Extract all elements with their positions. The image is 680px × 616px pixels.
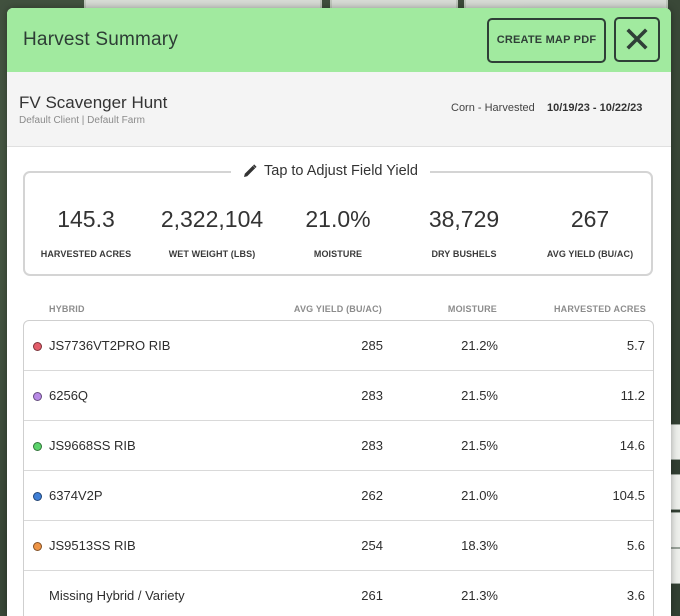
acres-value: 5.6 bbox=[626, 538, 645, 553]
stat-moisture: 21.0% MOISTURE bbox=[273, 204, 403, 259]
column-header-harvested-acres: HARVESTED ACRES bbox=[553, 304, 646, 314]
hybrid-name: 6256Q bbox=[49, 388, 89, 403]
date-range: 10/19/23 - 10/22/23 bbox=[547, 102, 643, 114]
stat-value: 21.0% bbox=[305, 206, 371, 232]
close-icon bbox=[626, 28, 648, 50]
stat-label: HARVESTED ACRES bbox=[40, 249, 132, 259]
stat-dry-bushels: 38,729 DRY BUSHELS bbox=[399, 204, 529, 259]
table-row[interactable]: JS7736VT2PRO RIB 285 21.2% 5.7 bbox=[24, 321, 653, 371]
hybrid-color-dot bbox=[33, 342, 42, 351]
stat-value: 2,322,104 bbox=[160, 206, 264, 232]
stat-value: 38,729 bbox=[428, 206, 500, 232]
acres-value: 11.2 bbox=[620, 388, 645, 403]
adjust-field-yield-label: Tap to Adjust Field Yield bbox=[264, 163, 418, 179]
hybrid-name: JS9513SS RIB bbox=[49, 538, 136, 553]
hybrid-color-dot bbox=[33, 442, 42, 451]
close-button[interactable] bbox=[614, 17, 660, 62]
stat-label: DRY BUSHELS bbox=[431, 249, 497, 259]
table-row[interactable]: 6374V2P 262 21.0% 104.5 bbox=[24, 471, 653, 521]
column-header-avg-yield: AVG YIELD (BU/AC) bbox=[293, 304, 382, 314]
avg-yield-value: 283 bbox=[361, 388, 383, 403]
moisture-value: 21.3% bbox=[461, 588, 498, 603]
acres-value: 3.6 bbox=[626, 588, 645, 603]
crop-status: Corn - Harvested bbox=[451, 102, 535, 114]
moisture-value: 21.5% bbox=[461, 438, 498, 453]
avg-yield-value: 254 bbox=[361, 538, 383, 553]
avg-yield-value: 283 bbox=[361, 438, 383, 453]
moisture-value: 21.5% bbox=[461, 388, 498, 403]
hybrid-name: 6374V2P bbox=[49, 488, 103, 503]
table-row[interactable]: JS9668SS RIB 283 21.5% 14.6 bbox=[24, 421, 653, 471]
hybrid-color-dot bbox=[33, 492, 42, 501]
column-header-moisture: MOISTURE bbox=[447, 304, 497, 314]
acres-value: 104.5 bbox=[612, 488, 645, 503]
acres-value: 5.7 bbox=[626, 338, 645, 353]
pencil-icon bbox=[244, 164, 257, 177]
harvest-summary-modal: Harvest Summary CREATE MAP PDF FV Scaven… bbox=[7, 8, 671, 616]
table-row[interactable]: JS9513SS RIB 254 18.3% 5.6 bbox=[24, 521, 653, 571]
hybrid-name: Missing Hybrid / Variety bbox=[49, 588, 185, 603]
acres-value: 14.6 bbox=[619, 438, 645, 453]
create-map-pdf-button[interactable]: CREATE MAP PDF bbox=[487, 18, 606, 63]
modal-title: Harvest Summary bbox=[23, 29, 179, 50]
stat-wet-weight: 2,322,104 WET WEIGHT (LBS) bbox=[147, 204, 277, 259]
field-info-bar: FV Scavenger Hunt Default Client | Defau… bbox=[7, 72, 671, 147]
stat-harvested-acres: 145.3 HARVESTED ACRES bbox=[21, 204, 151, 259]
table-row[interactable]: 6256Q 283 21.5% 11.2 bbox=[24, 371, 653, 421]
stat-avg-yield: 267 AVG YIELD (BU/AC) bbox=[525, 204, 655, 259]
moisture-value: 18.3% bbox=[461, 538, 498, 553]
hybrid-name: JS7736VT2PRO RIB bbox=[49, 338, 171, 353]
hybrid-table: JS7736VT2PRO RIB 285 21.2% 5.7 6256Q 283… bbox=[23, 320, 654, 616]
modal-header: Harvest Summary CREATE MAP PDF bbox=[7, 8, 671, 72]
avg-yield-value: 261 bbox=[361, 588, 383, 603]
stat-label: MOISTURE bbox=[313, 249, 363, 259]
stat-value: 267 bbox=[570, 206, 610, 232]
hybrid-color-dot bbox=[33, 392, 42, 401]
stat-value: 145.3 bbox=[57, 206, 115, 232]
adjust-field-yield-button[interactable]: Tap to Adjust Field Yield bbox=[231, 160, 430, 182]
hybrid-name: JS9668SS RIB bbox=[49, 438, 136, 453]
column-header-hybrid: HYBRID bbox=[49, 304, 85, 314]
client-farm-label: Default Client | Default Farm bbox=[19, 115, 145, 126]
hybrid-color-dot bbox=[33, 542, 42, 551]
moisture-value: 21.0% bbox=[461, 488, 498, 503]
field-name: FV Scavenger Hunt bbox=[19, 93, 168, 112]
moisture-value: 21.2% bbox=[461, 338, 498, 353]
avg-yield-value: 262 bbox=[361, 488, 383, 503]
avg-yield-value: 285 bbox=[361, 338, 383, 353]
stat-label: WET WEIGHT (LBS) bbox=[168, 249, 256, 259]
stat-label: AVG YIELD (BU/AC) bbox=[546, 249, 634, 259]
table-row[interactable]: Missing Hybrid / Variety 261 21.3% 3.6 bbox=[24, 571, 653, 616]
